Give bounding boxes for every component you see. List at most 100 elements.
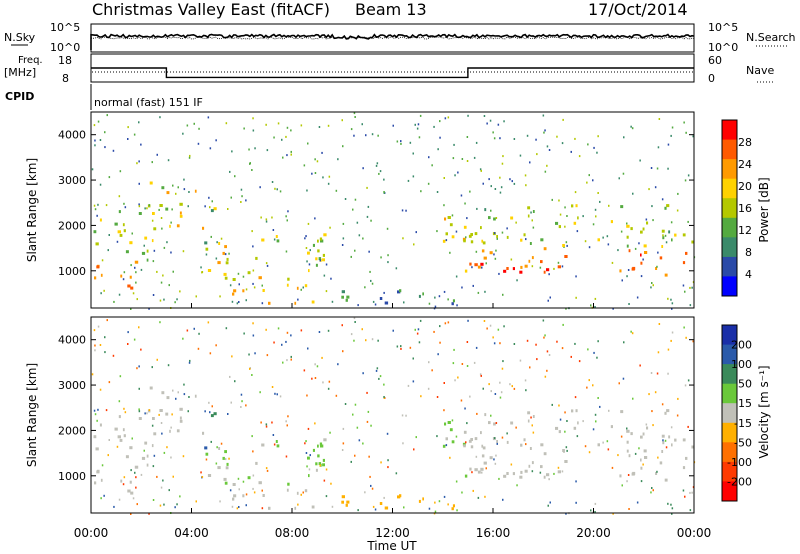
power-cell xyxy=(490,209,492,212)
power-cell xyxy=(480,262,484,266)
power-cell xyxy=(268,301,271,305)
velocity-cell xyxy=(626,440,629,444)
power-cell xyxy=(692,135,694,138)
power-cell xyxy=(99,139,102,141)
velocity-cell xyxy=(483,461,487,465)
velocity-cell xyxy=(566,420,568,422)
velocity-cell xyxy=(353,317,356,320)
velocity-cell xyxy=(228,457,230,460)
colorbar-segment xyxy=(722,237,737,258)
power-cell xyxy=(670,134,672,137)
power-cell xyxy=(207,116,210,119)
velocity-cell xyxy=(265,328,267,331)
power-cell xyxy=(645,218,648,221)
velocity-cell xyxy=(127,331,129,334)
power-cell xyxy=(650,286,652,289)
velocity-cell xyxy=(526,339,529,342)
power-cell xyxy=(470,240,474,244)
colorbar-segment xyxy=(722,403,737,424)
velocity-cell xyxy=(138,408,140,411)
velocity-cell xyxy=(626,427,628,430)
velocity-cell xyxy=(101,464,104,467)
power-cell xyxy=(657,146,660,149)
power-cell xyxy=(565,307,567,310)
velocity-cell xyxy=(628,454,631,458)
power-cell xyxy=(628,249,631,253)
power-cell xyxy=(596,151,598,154)
power-cell xyxy=(377,134,379,137)
power-cell xyxy=(582,215,584,218)
power-cell xyxy=(640,230,643,234)
power-cell xyxy=(160,281,163,284)
power-cell xyxy=(123,271,126,274)
power-cell xyxy=(618,177,620,180)
power-cell xyxy=(532,226,535,229)
power-cell xyxy=(626,275,628,278)
power-cell xyxy=(328,175,331,178)
power-cell xyxy=(664,273,668,277)
power-cell xyxy=(309,249,311,252)
velocity-cell xyxy=(127,343,129,345)
power-cell xyxy=(503,269,507,273)
velocity-cell xyxy=(104,351,106,354)
power-cell xyxy=(416,127,419,130)
velocity-cell xyxy=(692,340,694,343)
velocity-cell xyxy=(592,384,594,387)
velocity-cell xyxy=(319,442,323,446)
velocity-cell xyxy=(148,512,150,515)
velocity-cell xyxy=(638,447,640,450)
velocity-cell xyxy=(225,466,229,470)
beam-label: Beam 13 xyxy=(355,0,427,19)
power-cell xyxy=(96,214,98,217)
colorbar-tick-label: 15 xyxy=(738,397,752,410)
power-cell xyxy=(488,178,490,181)
power-cell xyxy=(361,123,363,126)
velocity-cell xyxy=(379,375,382,378)
power-cell xyxy=(120,274,123,278)
velocity-cell xyxy=(576,435,579,438)
power-cell xyxy=(506,227,508,230)
power-cell xyxy=(691,286,693,289)
velocity-cell xyxy=(548,478,550,481)
velocity-cell xyxy=(370,424,372,427)
power-cell xyxy=(337,158,339,161)
power-cell xyxy=(664,234,667,237)
velocity-cell xyxy=(420,395,422,398)
power-cell xyxy=(245,199,247,202)
velocity-cell xyxy=(506,472,509,475)
power-cell xyxy=(527,214,530,218)
velocity-cell xyxy=(160,486,163,489)
power-cell xyxy=(198,127,200,130)
power-cell xyxy=(489,251,493,255)
velocity-cell xyxy=(559,418,562,421)
power-cell xyxy=(531,219,533,222)
power-cell xyxy=(240,188,243,191)
velocity-cell xyxy=(618,382,620,385)
colorbar-segment xyxy=(722,120,737,141)
velocity-cell xyxy=(419,319,422,322)
velocity-cell xyxy=(558,430,561,434)
power-cell xyxy=(138,182,140,185)
power-cell xyxy=(392,124,394,127)
velocity-cell xyxy=(197,347,200,350)
power-cell xyxy=(311,300,315,304)
power-cell xyxy=(532,210,535,213)
power-cell xyxy=(210,209,214,213)
power-cell xyxy=(691,240,695,244)
x-tick-label: 12:00 xyxy=(375,526,410,540)
velocity-cell xyxy=(608,409,610,412)
power-cell xyxy=(305,247,308,249)
velocity-cell xyxy=(689,509,692,512)
velocity-cell xyxy=(129,480,132,484)
velocity-cell xyxy=(661,403,664,406)
power-cell xyxy=(632,266,636,270)
velocity-cell xyxy=(543,336,545,339)
velocity-cell xyxy=(395,472,398,475)
velocity-cell xyxy=(667,372,669,375)
power-cell xyxy=(539,266,542,269)
power-cell xyxy=(689,304,692,307)
power-cell xyxy=(543,247,547,251)
velocity-cell xyxy=(205,458,208,461)
velocity-cell xyxy=(309,454,311,457)
velocity-cell xyxy=(650,372,653,374)
